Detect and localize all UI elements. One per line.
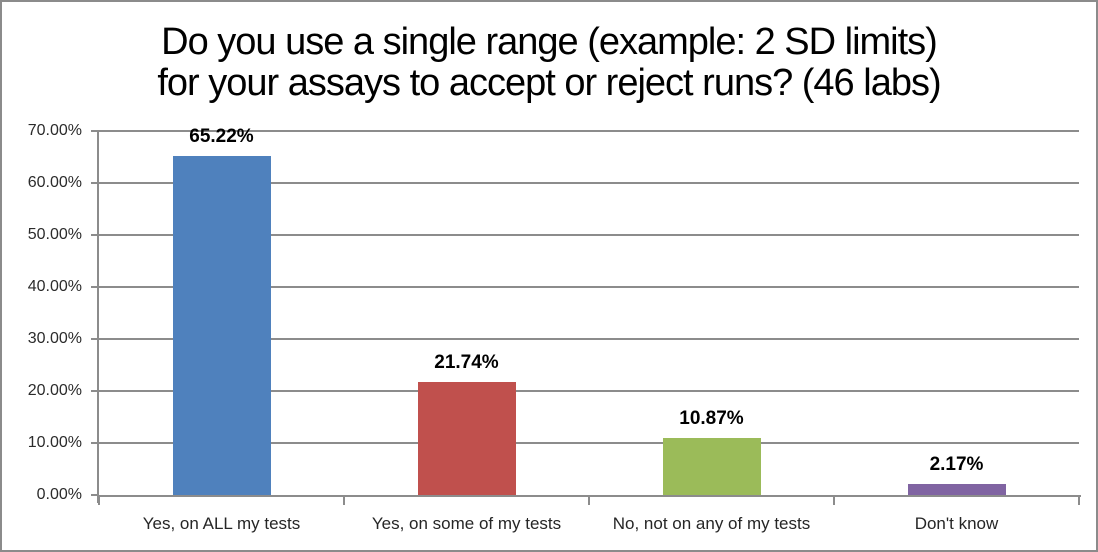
y-axis-tick-label: 30.00%	[27, 330, 82, 347]
chart-title-line-1: Do you use a single range (example: 2 SD…	[161, 21, 938, 63]
x-axis-tick	[833, 497, 835, 505]
gridline	[99, 130, 1079, 132]
bar-value-label: 10.87%	[679, 408, 744, 430]
bar	[907, 483, 1006, 495]
gridline	[99, 338, 1079, 340]
chart-title-line-2: for your assays to accept or reject runs…	[157, 62, 941, 104]
y-axis-line	[97, 131, 99, 503]
y-axis-tick-label: 60.00%	[27, 174, 82, 191]
x-axis-tick	[1078, 497, 1080, 505]
y-axis-tick-label: 40.00%	[27, 278, 82, 295]
gridline	[99, 234, 1079, 236]
x-axis-category-label: No, not on any of my tests	[612, 514, 811, 533]
bar-value-label: 65.22%	[189, 125, 254, 147]
y-axis-tick	[91, 130, 99, 132]
x-axis-tick	[343, 497, 345, 505]
x-axis-category-label: Yes, on ALL my tests	[142, 514, 301, 533]
x-axis-tick	[98, 497, 100, 505]
bar	[172, 155, 271, 495]
bar	[662, 438, 761, 495]
y-axis-tick-label: 0.00%	[36, 486, 82, 503]
x-axis-category-label: Don't know	[914, 514, 999, 533]
gridline	[99, 442, 1079, 444]
gridline	[99, 390, 1079, 392]
y-axis-tick	[91, 338, 99, 340]
x-axis-tick	[588, 497, 590, 505]
chart-title: Do you use a single range (example: 2 SD…	[2, 22, 1096, 104]
y-axis-tick	[91, 494, 99, 496]
x-axis-line	[97, 495, 1081, 497]
plot-area: 65.22% 21.74% 10.87% 2.17%	[99, 126, 1079, 495]
y-axis-tick-label: 20.00%	[27, 382, 82, 399]
y-axis-tick	[91, 442, 99, 444]
gridline	[99, 182, 1079, 184]
y-axis-tick	[91, 390, 99, 392]
bar-value-label: 2.17%	[929, 453, 984, 475]
y-axis-tick-label: 70.00%	[27, 122, 82, 139]
y-axis-tick	[91, 182, 99, 184]
gridline	[99, 286, 1079, 288]
bar-value-label: 21.74%	[434, 351, 499, 373]
y-axis-tick	[91, 234, 99, 236]
bar	[417, 381, 516, 495]
y-axis-tick-label: 10.00%	[27, 434, 82, 451]
x-axis-category-label: Yes, on some of my tests	[371, 514, 562, 533]
y-axis-tick-label: 50.00%	[27, 226, 82, 243]
y-axis-tick	[91, 286, 99, 288]
